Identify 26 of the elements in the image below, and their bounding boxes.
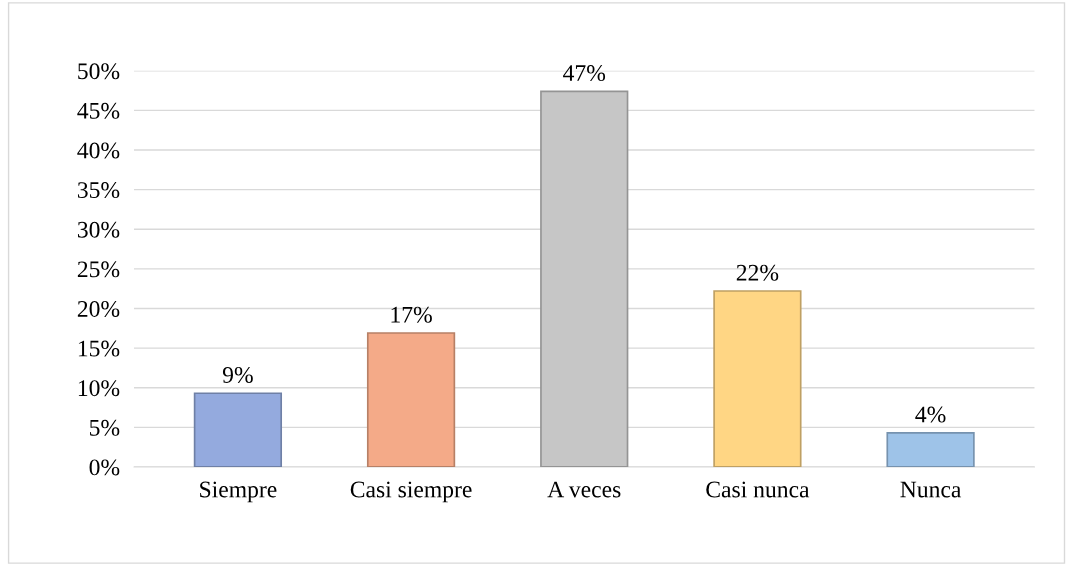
data-label: 17% — [391, 306, 432, 323]
y-tick-label: 25% — [77, 261, 120, 278]
bar — [366, 332, 456, 467]
data-label: 4% — [915, 406, 946, 423]
bar — [540, 90, 629, 467]
y-tick-label: 0% — [89, 459, 120, 476]
y-tick-label: 20% — [77, 300, 120, 317]
y-tick-label: 35% — [77, 182, 120, 199]
data-label: 9% — [222, 366, 253, 383]
x-tick-label: Siempre — [200, 481, 277, 503]
data-label: 22% — [736, 264, 779, 281]
data-label: 47% — [563, 65, 606, 82]
y-tick-label: 40% — [77, 142, 120, 159]
y-tick-label: 50% — [78, 63, 120, 80]
y-tick-label: 15% — [78, 340, 120, 357]
y-tick-label: 45% — [77, 102, 120, 119]
x-tick-label: Casi siempre — [350, 481, 472, 503]
y-tick-label: 10% — [78, 380, 120, 397]
y-tick-label: 5% — [90, 419, 120, 436]
y-tick-label: 30% — [77, 221, 120, 238]
x-tick-label: Casi nunca — [706, 481, 810, 498]
bar — [886, 432, 975, 467]
bar — [713, 290, 802, 467]
x-tick-label: Nunca — [900, 481, 962, 498]
x-tick-label: A veces — [547, 481, 621, 498]
bar — [193, 392, 283, 467]
